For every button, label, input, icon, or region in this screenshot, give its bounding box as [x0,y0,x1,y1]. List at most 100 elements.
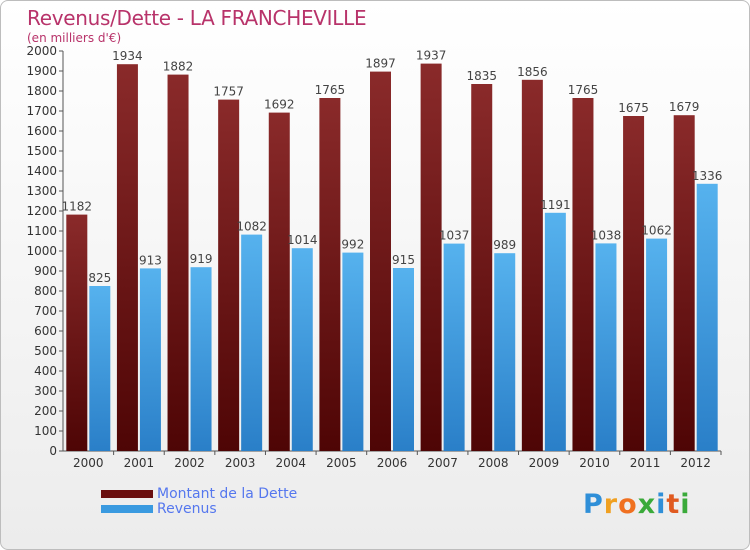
bar-revenus [595,243,617,451]
y-tick-label: 1700 [26,104,57,118]
bar-revenus [646,238,668,451]
y-tick-label: 1000 [26,244,57,258]
data-label: 913 [139,253,162,267]
bar-dette [623,116,645,451]
y-tick-label: 1900 [26,64,57,78]
bar-dette [167,74,189,451]
chart-subtitle: (en milliers d'€) [27,31,122,45]
data-label: 1835 [466,69,497,83]
x-tick-label: 2008 [478,456,509,470]
y-tick-label: 300 [34,384,57,398]
y-tick-label: 700 [34,304,57,318]
legend-item-debt: Montant de la Dette [101,487,297,502]
data-label: 825 [88,271,111,285]
bar-dette [218,99,240,451]
bar-revenus [696,183,718,452]
legend: Montant de la Dette Revenus [101,487,297,517]
y-tick-label: 400 [34,364,57,378]
y-tick-label: 1800 [26,84,57,98]
y-tick-label: 2000 [26,44,57,58]
data-label: 1182 [62,200,93,214]
bar-dette [66,214,88,451]
bar-dette [268,112,290,451]
data-label: 989 [493,238,516,252]
y-tick-label: 600 [34,324,57,338]
legend-label-debt: Montant de la Dette [157,486,298,502]
data-label: 1038 [591,228,622,242]
x-tick-label: 2004 [275,456,306,470]
y-tick-label: 1200 [26,204,57,218]
data-label: 1014 [287,233,318,247]
bar-revenus [393,268,414,451]
y-tick-label: 1100 [26,224,57,238]
data-label: 1037 [439,229,470,243]
bar-revenus [342,252,364,451]
bar-dette [420,63,442,451]
logo-letter: o [618,489,638,520]
x-tick-label: 2007 [427,456,458,470]
bars [66,63,718,452]
x-tick-label: 2000 [73,456,104,470]
logo-letter: r [603,489,619,520]
legend-item-revenus: Revenus [101,502,297,517]
proxiti-logo: Proxiti [583,489,691,520]
y-tick-label: 500 [34,344,57,358]
data-label: 1897 [365,57,396,71]
x-tick-label: 2009 [529,456,560,470]
x-tick-label: 2005 [326,456,357,470]
data-label: 1882 [163,60,194,74]
x-tick-label: 2003 [225,456,256,470]
data-label: 1679 [669,100,700,114]
x-tick-label: 2006 [377,456,408,470]
data-label: 1191 [540,198,571,212]
x-tick-label: 2002 [174,456,205,470]
logo-letter: i [680,489,691,520]
y-tick-label: 1400 [26,164,57,178]
axes: 0 100 200 300 400 500 600 700 800 900 1000 1100 1200… [26,44,722,470]
bar-dette [673,115,695,451]
data-label: 915 [392,253,415,267]
x-tick-label: 2010 [579,456,610,470]
data-label: 1765 [315,83,346,97]
y-tick-label: 0 [49,444,57,458]
data-label: 1336 [692,169,723,183]
logo-letter: i [656,489,667,520]
data-label: 1937 [416,49,447,63]
x-tick-label: 2001 [124,456,155,470]
bar-dette [370,71,391,451]
chart-title: Revenus/Dette - LA FRANCHEVILLE [27,6,367,30]
data-label: 1675 [618,101,649,115]
x-tick-label: 2011 [630,456,661,470]
bar-revenus [291,248,313,451]
y-tick-label: 100 [34,424,57,438]
bar-dette [319,98,341,451]
data-label: 992 [341,238,364,252]
logo-letter: P [583,489,604,520]
legend-swatch-revenus [101,505,153,513]
data-label: 1757 [213,85,244,99]
y-tick-label: 900 [34,264,57,278]
data-label: 1062 [641,224,672,238]
logo-letter: t [666,489,681,520]
logo-letter: x [637,489,657,520]
legend-swatch-debt [101,490,153,498]
data-labels: 1182 825 1934 913 1882 919 1757 1082 1692 1014 176… [62,49,723,285]
bar-dette [521,79,543,452]
y-tick-label: 800 [34,284,57,298]
y-tick-label: 200 [34,404,57,418]
data-label: 1082 [236,220,267,234]
data-label: 1934 [112,49,143,63]
legend-label-revenus: Revenus [157,501,217,517]
y-tick-label: 1300 [26,184,57,198]
bar-revenus [544,212,566,451]
y-tick-label: 1500 [26,144,57,158]
data-label: 919 [190,252,213,266]
bar-revenus [443,243,465,451]
bar-revenus [494,253,516,451]
bar-revenus [89,286,111,451]
bar-revenus [241,234,263,451]
bar-revenus [139,268,161,451]
data-label: 1856 [517,65,548,79]
